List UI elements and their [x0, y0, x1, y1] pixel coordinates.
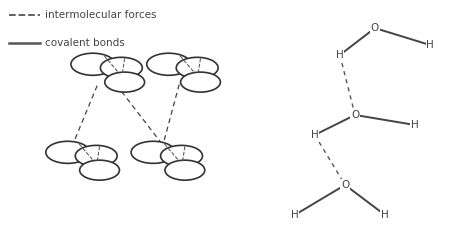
Text: O: O: [341, 180, 349, 190]
Ellipse shape: [100, 57, 142, 78]
Ellipse shape: [105, 72, 145, 92]
Ellipse shape: [181, 72, 220, 92]
Text: H: H: [336, 50, 344, 60]
Ellipse shape: [161, 145, 202, 166]
Text: H: H: [411, 120, 419, 130]
Ellipse shape: [71, 53, 115, 75]
Ellipse shape: [176, 57, 218, 78]
Text: O: O: [351, 110, 359, 120]
Text: H: H: [311, 130, 319, 140]
Text: covalent bonds: covalent bonds: [45, 38, 125, 48]
Ellipse shape: [147, 53, 191, 75]
Text: H: H: [291, 210, 299, 220]
Ellipse shape: [165, 160, 205, 180]
Ellipse shape: [75, 145, 117, 166]
Text: H: H: [426, 40, 434, 50]
Ellipse shape: [80, 160, 119, 180]
Ellipse shape: [131, 141, 175, 163]
Text: O: O: [371, 23, 379, 33]
Text: intermolecular forces: intermolecular forces: [45, 10, 156, 20]
Text: H: H: [381, 210, 389, 220]
Ellipse shape: [46, 141, 90, 163]
